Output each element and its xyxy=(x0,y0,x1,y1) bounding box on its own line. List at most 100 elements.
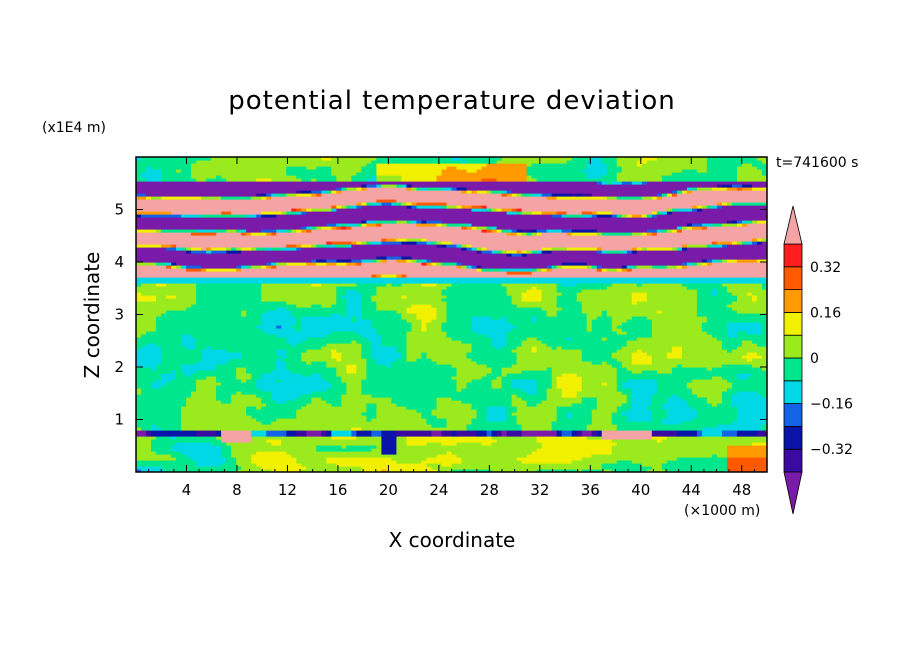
heatmap-cell xyxy=(356,172,377,176)
heatmap-cell xyxy=(461,265,468,269)
heatmap-cell xyxy=(221,175,297,179)
heatmap-cell xyxy=(231,451,257,455)
heatmap-cell xyxy=(761,172,767,176)
heatmap-cell xyxy=(401,352,408,356)
heatmap-cell xyxy=(241,379,247,383)
heatmap-cell xyxy=(256,382,332,386)
heatmap-cell xyxy=(431,358,473,362)
heatmap-cell xyxy=(251,415,297,419)
heatmap-cell xyxy=(471,346,498,350)
heatmap-cell xyxy=(626,340,723,344)
heatmap-cell xyxy=(136,409,182,413)
heatmap-cell xyxy=(571,460,618,464)
heatmap-cell xyxy=(651,232,658,236)
x-tick-label: 20 xyxy=(379,481,398,499)
heatmap-cell xyxy=(676,433,698,437)
heatmap-cell xyxy=(381,448,398,452)
heatmap-cell xyxy=(701,430,723,434)
heatmap-cell xyxy=(526,454,593,458)
heatmap-cell xyxy=(556,430,563,434)
heatmap-cell xyxy=(701,262,708,266)
heatmap-cell xyxy=(136,196,147,200)
heatmap-cell xyxy=(486,190,493,194)
heatmap-cell xyxy=(171,454,187,458)
heatmap-cell xyxy=(281,442,382,446)
heatmap-cell xyxy=(606,166,623,170)
heatmap-cell xyxy=(486,205,693,209)
heatmap-cell xyxy=(626,319,653,323)
heatmap-cell xyxy=(156,367,182,371)
heatmap-cell xyxy=(536,403,573,407)
heatmap-cell xyxy=(191,247,202,251)
heatmap-cell xyxy=(706,205,713,209)
heatmap-cell xyxy=(401,184,408,188)
heatmap-cell xyxy=(136,427,142,431)
heatmap-cell xyxy=(136,286,197,290)
heatmap-cell xyxy=(396,403,438,407)
heatmap-cell xyxy=(196,295,262,299)
heatmap-cell xyxy=(731,241,738,245)
heatmap-cell xyxy=(631,358,653,362)
heatmap-cell xyxy=(191,457,227,461)
heatmap-cell xyxy=(521,253,528,257)
heatmap-cell xyxy=(351,175,372,179)
heatmap-cell xyxy=(616,175,663,179)
heatmap-cell xyxy=(151,367,157,371)
heatmap-cell xyxy=(531,250,538,254)
heatmap-cell xyxy=(451,364,488,368)
heatmap-cell xyxy=(196,178,207,182)
heatmap-cell xyxy=(321,283,357,287)
heatmap-cell xyxy=(156,328,262,332)
heatmap-cell xyxy=(561,265,588,269)
heatmap-cell xyxy=(656,193,663,197)
heatmap-cell xyxy=(726,325,763,329)
heatmap-cell xyxy=(601,160,618,164)
heatmap-cell xyxy=(351,427,362,431)
heatmap-cell xyxy=(191,166,287,170)
heatmap-cell xyxy=(681,265,688,269)
heatmap-cell xyxy=(366,358,377,362)
heatmap-cell xyxy=(636,163,643,167)
heatmap-cell xyxy=(351,259,362,263)
heatmap-cell xyxy=(541,400,583,404)
heatmap-cell xyxy=(361,262,423,266)
heatmap-cell xyxy=(196,379,217,383)
heatmap-cell xyxy=(296,193,312,197)
heatmap-cell xyxy=(471,328,513,332)
heatmap-cell xyxy=(416,316,438,320)
heatmap-cell xyxy=(181,367,217,371)
heatmap-cell xyxy=(381,223,418,227)
heatmap-cell xyxy=(136,379,157,383)
heatmap-cell xyxy=(376,301,448,305)
heatmap-cell xyxy=(661,229,668,233)
heatmap-cell xyxy=(531,319,538,323)
heatmap-cell xyxy=(376,286,448,290)
heatmap-cell xyxy=(566,337,573,341)
heatmap-cell xyxy=(431,466,603,470)
heatmap-cell xyxy=(691,205,698,209)
heatmap-cell xyxy=(756,430,767,434)
heatmap-cell xyxy=(266,331,332,335)
heatmap-cell xyxy=(141,391,192,395)
heatmap-cell xyxy=(456,379,473,383)
heatmap-cell xyxy=(521,424,553,428)
heatmap-cell xyxy=(466,226,473,230)
heatmap-cell xyxy=(141,283,157,287)
heatmap-cell xyxy=(311,397,322,401)
heatmap-cell xyxy=(731,301,767,305)
heatmap-cell xyxy=(311,190,322,194)
heatmap-cell xyxy=(376,412,423,416)
heatmap-cell xyxy=(606,250,623,254)
heatmap-cell xyxy=(486,247,543,251)
heatmap-cell xyxy=(271,421,428,425)
heatmap-cell xyxy=(341,355,362,359)
heatmap-cell xyxy=(306,430,322,434)
heatmap-cell xyxy=(441,430,453,434)
heatmap-cell xyxy=(521,343,548,347)
heatmap-cell xyxy=(301,208,307,212)
heatmap-cell xyxy=(296,190,302,194)
y-tick-label: 1 xyxy=(114,411,124,429)
heatmap-cell xyxy=(291,454,438,458)
heatmap-cell xyxy=(136,172,142,176)
heatmap-cell xyxy=(616,382,623,386)
